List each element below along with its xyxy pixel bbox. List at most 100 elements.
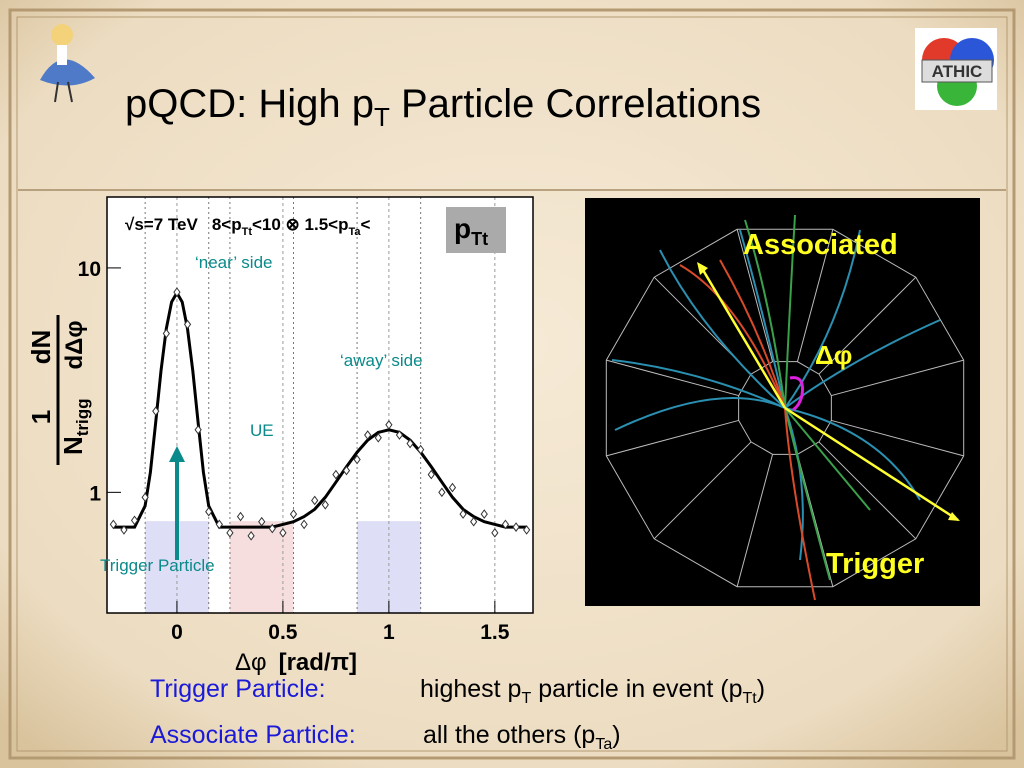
track xyxy=(784,407,871,511)
data-point xyxy=(427,469,435,480)
detector-spoke xyxy=(818,276,917,375)
data-point xyxy=(226,528,234,538)
data-point xyxy=(173,287,181,297)
text-part: trigg xyxy=(73,398,92,436)
data-point xyxy=(406,438,414,449)
data-point xyxy=(268,523,276,534)
detector-spoke xyxy=(653,441,752,540)
trigger-track xyxy=(784,406,959,522)
text-part: Tt xyxy=(471,229,488,249)
data-point xyxy=(289,509,298,519)
header-box-label: pTt xyxy=(454,213,488,249)
text-part: 8<p xyxy=(212,215,242,234)
footer: Trigger Particle: highest pT particle in… xyxy=(150,675,765,753)
frame-inner xyxy=(16,16,1008,752)
footer-sub: Ta xyxy=(595,736,612,753)
text-part: Ta xyxy=(348,226,361,238)
footer-sub: T xyxy=(521,690,531,707)
data-point xyxy=(258,516,266,527)
detector-spoke xyxy=(818,441,917,540)
header-box xyxy=(446,207,506,253)
detector-spoke xyxy=(796,454,834,587)
arrow-head xyxy=(697,262,708,275)
data-point xyxy=(215,519,223,530)
x-tick-label: 0 xyxy=(171,621,183,644)
plot-frame xyxy=(106,196,534,614)
text-part: dN xyxy=(26,330,56,365)
annotation: ‘near’ side xyxy=(195,253,273,272)
delta-phi-arc xyxy=(789,376,804,412)
detector-spoke xyxy=(736,229,774,362)
trigger-arrow-head xyxy=(169,446,185,462)
track xyxy=(739,229,786,409)
athic-logo: ATHIC xyxy=(915,28,997,110)
data-point xyxy=(501,519,510,530)
alice-icon xyxy=(40,24,95,103)
detector-spoke xyxy=(831,419,964,457)
arrow-head xyxy=(948,512,960,521)
footer-text-part: ) xyxy=(757,675,765,703)
footer-text-part: highest p xyxy=(420,675,521,703)
data-point xyxy=(395,430,404,440)
annotation: UE xyxy=(250,421,274,440)
data-point xyxy=(470,516,478,527)
y-label-dphi: dΔφ xyxy=(61,320,88,369)
shaded-region xyxy=(357,521,421,613)
track xyxy=(614,396,786,431)
data-point xyxy=(321,499,329,510)
data-point xyxy=(279,528,287,538)
x-tick-label: 1.5 xyxy=(480,621,510,644)
track xyxy=(611,359,786,409)
frame xyxy=(8,8,1016,760)
data-point xyxy=(205,506,213,517)
data-point xyxy=(194,424,202,435)
detector-spoke xyxy=(736,454,774,587)
slide-title: pQCD: High pT Particle Correlations xyxy=(125,82,761,132)
footer-text-part: ) xyxy=(612,721,620,749)
plot-header: √s=7 TeV 8<pTt<10 ⊗ 1.5<pTa< xyxy=(125,215,371,238)
footer-label: Trigger Particle: xyxy=(150,675,326,703)
track xyxy=(744,219,786,409)
data-point xyxy=(353,454,361,465)
y-tick-label: 10 xyxy=(78,258,101,281)
data-point xyxy=(342,465,351,476)
y-label-dn: dN xyxy=(26,330,56,365)
data-point xyxy=(374,432,382,443)
y-tick-label: 1 xyxy=(89,482,101,505)
associated-track xyxy=(698,264,787,409)
data-point xyxy=(364,430,372,440)
delta-phi-label: Δφ xyxy=(815,340,852,370)
title-sub: T xyxy=(374,102,390,132)
data-point xyxy=(300,519,308,530)
text-part: <10 ⊗ 1.5<p xyxy=(252,215,348,234)
data-point xyxy=(523,525,531,535)
data-point xyxy=(512,522,520,532)
text-part: [rad/π] xyxy=(279,649,357,676)
data-point xyxy=(448,482,457,493)
footer-text-part: particle in event (p xyxy=(531,675,742,703)
data-point xyxy=(247,531,255,541)
svg-text:ATHIC: ATHIC xyxy=(932,62,983,81)
data-point xyxy=(417,444,425,455)
footer-sub: Tt xyxy=(742,690,757,707)
data-point xyxy=(141,492,149,503)
title-text: pQCD: High p xyxy=(125,82,374,126)
trigger-label: Trigger xyxy=(826,548,924,580)
detector-spoke xyxy=(831,359,964,397)
detector-spoke xyxy=(606,419,739,457)
track xyxy=(784,407,921,501)
text-part: Tt xyxy=(242,226,253,238)
footer-label: Associate Particle: xyxy=(150,721,356,749)
data-point xyxy=(183,319,192,330)
x-axis-label: Δφ [rad/π] xyxy=(235,649,357,676)
y-label-denom: Ntrigg xyxy=(58,398,92,455)
annotation: Trigger Particle xyxy=(100,556,215,575)
data-point xyxy=(236,511,245,522)
annotation: ‘away’ side xyxy=(340,351,423,370)
data-point xyxy=(152,406,160,416)
data-point xyxy=(130,515,139,526)
